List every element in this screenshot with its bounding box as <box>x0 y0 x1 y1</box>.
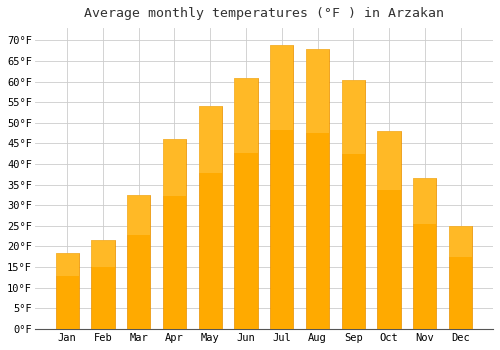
Bar <box>56 253 79 329</box>
Bar <box>449 226 472 329</box>
Bar <box>378 131 400 190</box>
Bar <box>342 79 365 154</box>
Bar <box>306 49 329 329</box>
Bar <box>234 77 258 329</box>
Bar <box>92 240 114 329</box>
Bar <box>127 195 150 329</box>
Bar <box>378 131 400 329</box>
Bar <box>198 106 222 173</box>
Bar <box>127 195 150 235</box>
Bar <box>234 77 258 153</box>
Title: Average monthly temperatures (°F ) in Arzakan: Average monthly temperatures (°F ) in Ar… <box>84 7 444 20</box>
Bar <box>270 44 293 329</box>
Bar <box>342 79 365 329</box>
Bar <box>413 178 436 329</box>
Bar <box>198 106 222 329</box>
Bar <box>413 178 436 224</box>
Bar <box>56 253 79 275</box>
Bar <box>163 139 186 196</box>
Bar <box>92 240 114 267</box>
Bar <box>449 226 472 257</box>
Bar <box>306 49 329 133</box>
Bar <box>163 139 186 329</box>
Bar <box>270 44 293 130</box>
